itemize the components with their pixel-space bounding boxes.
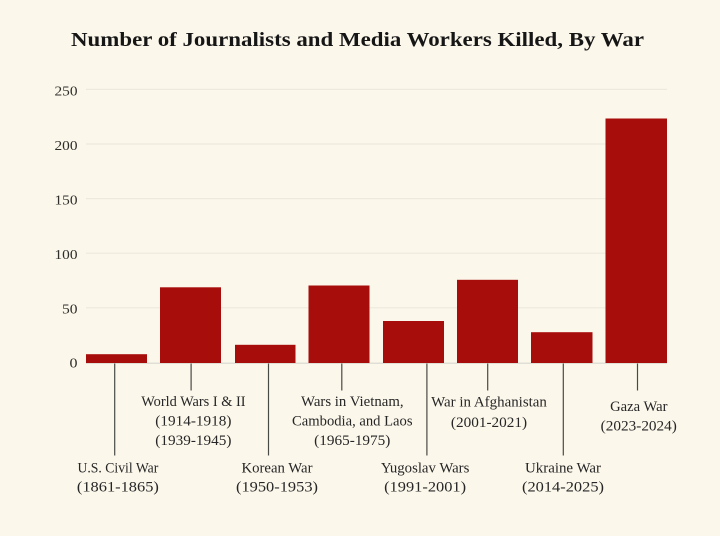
svg-text:Number of Journalists and Medi: Number of Journalists and Media Workers … xyxy=(71,29,644,51)
svg-text:150: 150 xyxy=(55,194,78,209)
svg-text:0: 0 xyxy=(70,356,78,371)
svg-text:Cambodia, and Laos: Cambodia, and Laos xyxy=(292,414,413,430)
svg-text:(1939-1945): (1939-1945) xyxy=(155,433,231,449)
svg-text:Ukraine War: Ukraine War xyxy=(525,460,601,476)
svg-text:(2014-2025): (2014-2025) xyxy=(522,479,604,495)
svg-text:(1965-1975): (1965-1975) xyxy=(314,433,390,449)
svg-text:(1991-2001): (1991-2001) xyxy=(384,479,466,495)
svg-text:U.S. Civil War: U.S. Civil War xyxy=(78,460,159,476)
svg-text:Korean War: Korean War xyxy=(242,460,313,476)
svg-text:250: 250 xyxy=(55,84,78,99)
svg-text:(1861-1865): (1861-1865) xyxy=(77,479,159,495)
svg-text:World Wars I & II: World Wars I & II xyxy=(141,394,245,410)
svg-text:War in Afghanistan: War in Afghanistan xyxy=(431,394,547,410)
svg-text:(1950-1953): (1950-1953) xyxy=(236,479,318,495)
svg-text:100: 100 xyxy=(55,248,78,263)
svg-text:(1914-1918): (1914-1918) xyxy=(155,414,231,430)
svg-text:(2001-2021): (2001-2021) xyxy=(451,415,527,431)
svg-text:Wars in Vietnam,: Wars in Vietnam, xyxy=(301,394,404,410)
svg-text:(2023-2024): (2023-2024) xyxy=(601,419,677,435)
svg-text:Yugoslav Wars: Yugoslav Wars xyxy=(381,460,470,476)
svg-text:50: 50 xyxy=(62,303,78,318)
svg-text:Gaza War: Gaza War xyxy=(610,399,667,415)
svg-text:200: 200 xyxy=(55,139,78,154)
